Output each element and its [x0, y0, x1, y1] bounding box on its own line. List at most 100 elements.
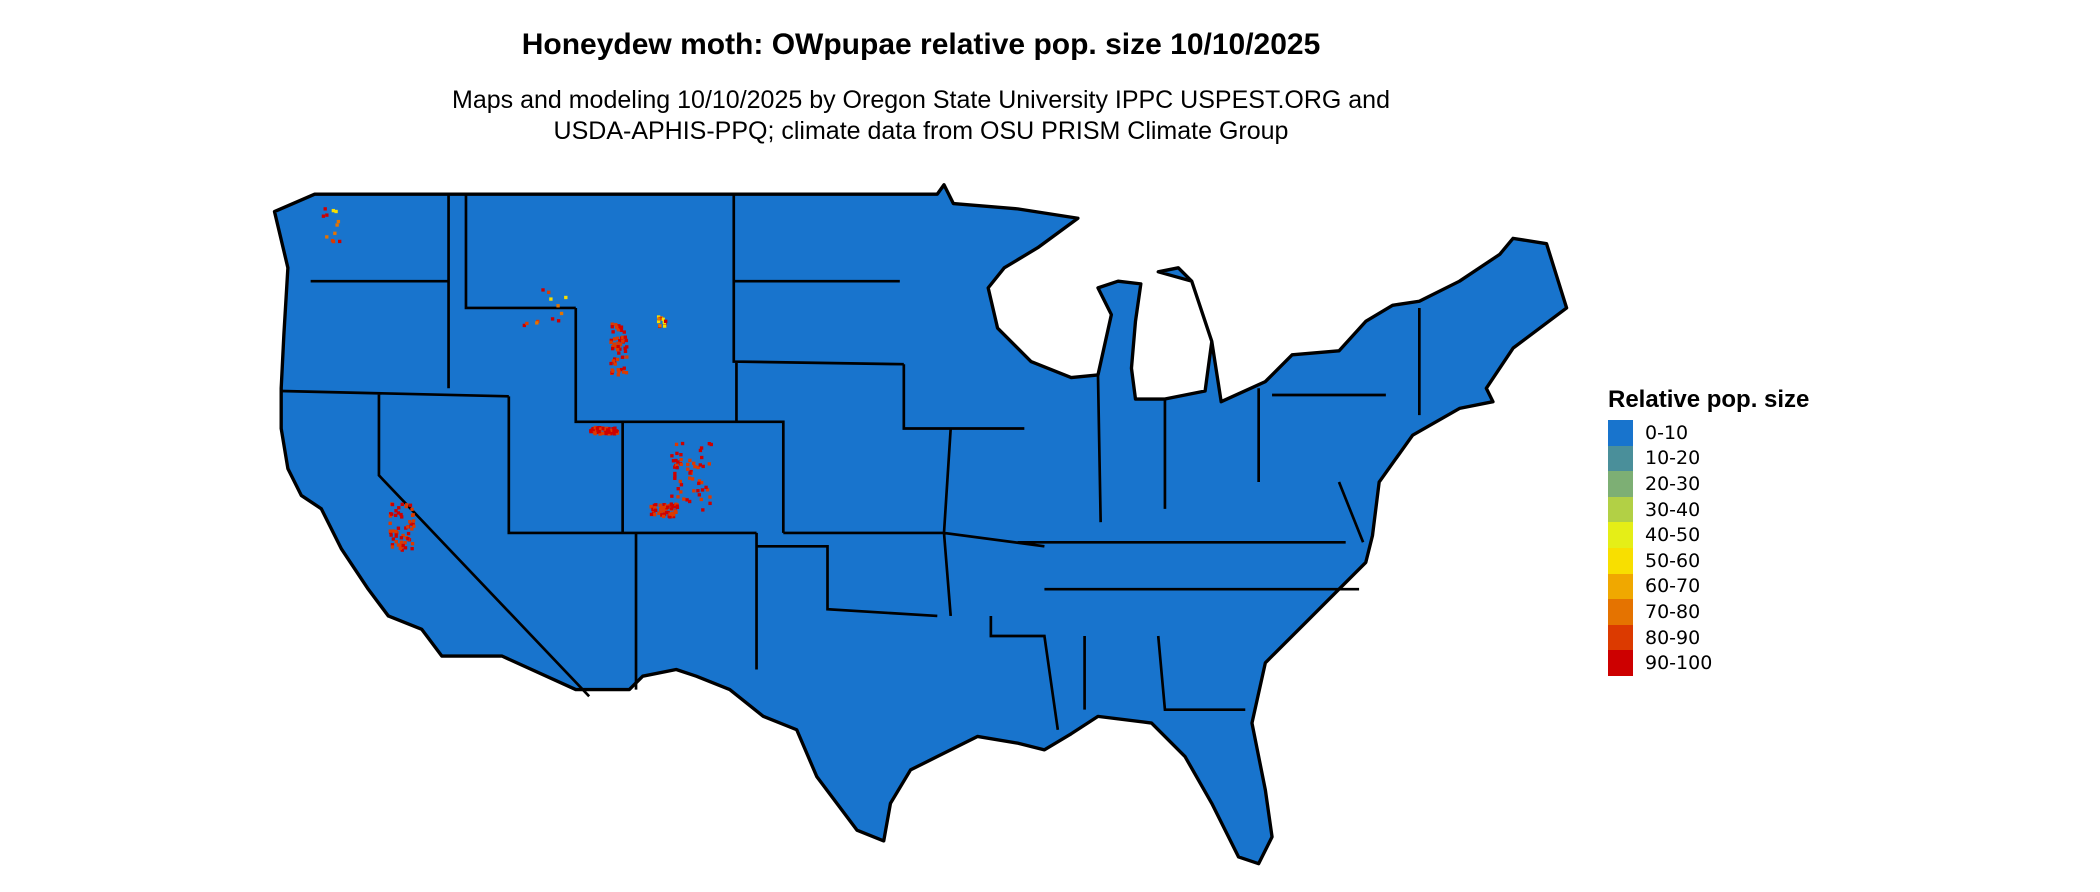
- hotspot-cell: [321, 214, 326, 218]
- hotspot-cell: [406, 536, 410, 541]
- hotspot-cell: [611, 369, 615, 373]
- hotspot-cell: [405, 503, 409, 507]
- hotspot-cell: [597, 429, 601, 434]
- hotspot-cell: [406, 531, 411, 536]
- hotspot-cell: [708, 501, 712, 506]
- legend-title: Relative pop. size: [1608, 386, 1810, 413]
- hotspot-cell: [653, 506, 657, 510]
- hotspot-cell: [609, 431, 613, 436]
- hotspot-cell: [610, 346, 615, 351]
- hotspot-cell: [410, 507, 414, 511]
- hotspot-cell: [622, 366, 626, 370]
- state-borders: [281, 194, 1421, 730]
- legend-swatch: [1608, 522, 1633, 548]
- legend-swatch: [1608, 496, 1633, 523]
- hotspot-cell: [593, 431, 597, 436]
- legend-item: 30-40: [1608, 496, 1809, 523]
- hotspot-cell: [700, 455, 704, 460]
- chart-subtitle-line-2: USDA-APHIS-PPQ; climate data from OSU PR…: [553, 117, 1289, 145]
- hotspot-cell: [612, 428, 617, 432]
- legend-item: 90-100: [1608, 650, 1809, 676]
- legend-label: 0-10: [1645, 421, 1689, 444]
- hotspot-cell: [606, 428, 610, 432]
- hotspot-cell: [613, 357, 617, 361]
- hotspot-cell: [600, 431, 604, 436]
- hotspot-cell: [662, 324, 667, 328]
- hotspot-cell: [623, 349, 628, 353]
- hotspot-cell: [400, 515, 404, 519]
- hotspot-cell: [621, 370, 626, 374]
- conus-outline: [272, 183, 1569, 866]
- hotspot-cell: [399, 540, 404, 544]
- hotspot-cell: [654, 508, 658, 513]
- hotspot-cell: [672, 512, 676, 517]
- hotspot-cell: [618, 347, 622, 351]
- hotspot-cell: [673, 471, 677, 476]
- hotspot-cell: [412, 524, 416, 528]
- hotspot-cell: [404, 504, 408, 509]
- hotspot-cell: [686, 467, 690, 471]
- hotspot-cell: [391, 529, 396, 533]
- hotspot-cell: [687, 499, 692, 504]
- legend-label: 30-40: [1645, 498, 1701, 521]
- hotspot-cell: [607, 432, 611, 436]
- hotspot-cell: [615, 431, 620, 435]
- hotspot-cell: [556, 319, 561, 323]
- hotspot-cell: [674, 458, 678, 463]
- hotspot-cell: [325, 213, 329, 217]
- hotspot-cell: [662, 506, 666, 510]
- hotspot-cell: [334, 209, 338, 214]
- hotspot-cell: [701, 508, 705, 512]
- legend-swatch: [1608, 650, 1633, 676]
- hotspot-cell: [619, 325, 623, 330]
- hotspot-cell: [609, 340, 613, 344]
- hotspot-cell: [390, 502, 395, 507]
- legend-swatch: [1608, 547, 1633, 574]
- hotspot-cell: [556, 304, 560, 308]
- hotspot-cell: [657, 317, 661, 321]
- chart-title: Honeydew moth: OWpupae relative pop. siz…: [521, 28, 1321, 61]
- hotspot-cell: [692, 461, 696, 465]
- hotspot-cell: [400, 502, 404, 507]
- legend-label: 80-90: [1645, 626, 1701, 649]
- hotspot-cell: [699, 480, 704, 485]
- hotspot-cell: [335, 223, 339, 227]
- hotspot-cell: [564, 295, 568, 300]
- hotspot-cell: [613, 362, 617, 366]
- hotspot-cell: [660, 505, 664, 510]
- hotspot-cell: [676, 460, 680, 464]
- hotspot-cell: [708, 495, 712, 499]
- legend-item: 20-30: [1608, 471, 1809, 497]
- hotspot-cell: [338, 239, 342, 244]
- hotspot-cell: [398, 546, 402, 551]
- hotspot-cell: [701, 464, 705, 469]
- hotspot-cell: [547, 290, 551, 294]
- hotspot-cell: [698, 463, 702, 467]
- hotspot-cell: [601, 426, 605, 431]
- hotspot-cell: [525, 321, 529, 326]
- legend-item: 10-20: [1608, 445, 1809, 472]
- hotspot-cell: [611, 330, 615, 334]
- hotspot-cell: [550, 317, 555, 321]
- hotspot-cell: [394, 534, 398, 538]
- hotspot-cell: [674, 442, 679, 447]
- hotspot-cell: [625, 355, 629, 359]
- hotspot-cell: [704, 485, 708, 490]
- hotspot-cell: [404, 526, 408, 530]
- hotspot-cell: [671, 459, 676, 463]
- hotspot-cell: [661, 317, 665, 321]
- hotspot-cell: [609, 361, 613, 366]
- legend: Relative pop. size 0-10 10-20 20-30 30-40 40…: [1608, 386, 1809, 676]
- legend-item: 70-80: [1608, 599, 1809, 625]
- hotspot-cell: [559, 311, 564, 316]
- hotspot-cell: [692, 489, 696, 493]
- hotspot-cell: [675, 465, 679, 470]
- hotspot-cell: [621, 339, 625, 343]
- legend-label: 50-60: [1645, 549, 1701, 572]
- hotspot-cell: [410, 527, 414, 531]
- hotspot-cell: [330, 238, 335, 243]
- hotspot-cell: [697, 493, 702, 497]
- hotspot-cell: [671, 514, 676, 519]
- hotspot-cell: [411, 519, 416, 523]
- hotspot-cell: [394, 529, 398, 534]
